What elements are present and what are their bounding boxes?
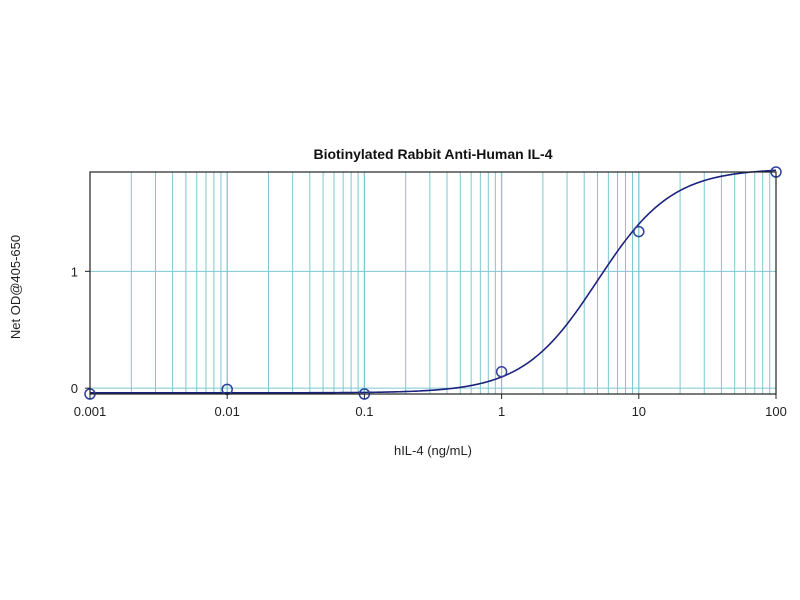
x-tick-label: 10: [632, 404, 646, 419]
data-point: [495, 366, 508, 378]
y-axis-label: Net OD@405-650: [8, 235, 23, 339]
fit-curve-layer: [90, 169, 777, 394]
data-point: [633, 225, 645, 238]
plot-frame: [89, 171, 777, 395]
x-tick-label: 0.1: [355, 404, 373, 419]
data-points: [84, 166, 782, 400]
x-axis-label: hIL-4 (ng/mL): [394, 443, 472, 458]
x-tick-label: 1: [498, 404, 505, 419]
y-tick-label: 0: [71, 381, 78, 396]
y-tick-label: 1: [71, 264, 78, 279]
x-tick-label: 0.001: [74, 404, 107, 419]
fit-curve: [90, 169, 777, 394]
x-tick-label: 0.01: [215, 404, 240, 419]
tick-labels: 0.001 0.01 0.1 1 10 100 0 1: [71, 264, 787, 419]
grid: [90, 172, 776, 394]
x-tick-label: 100: [765, 404, 787, 419]
plot-frame-layer: [89, 171, 777, 395]
chart-title: Biotinylated Rabbit Anti-Human IL-4: [313, 146, 552, 162]
